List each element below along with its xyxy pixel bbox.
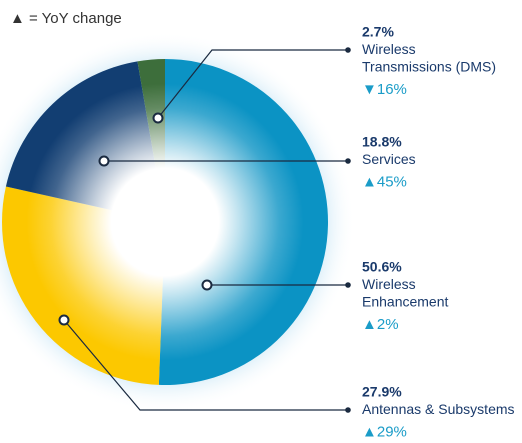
slice-label: Enhancement: [362, 294, 449, 310]
dot: [345, 407, 351, 413]
dot: [98, 155, 110, 167]
change-label: ▼16%: [362, 81, 407, 98]
slice-label: Wireless: [362, 276, 416, 292]
change-label: ▲29%: [362, 423, 407, 440]
value-label: 2.7%: [362, 24, 394, 40]
slice-label: Wireless: [362, 41, 416, 57]
dot: [152, 112, 164, 124]
change-label: ▲2%: [362, 316, 399, 333]
value-label: 50.6%: [362, 259, 402, 275]
slice-label: Antennas & Subsystems: [362, 401, 515, 417]
note: ▲ = YoY change: [10, 10, 122, 27]
dot: [345, 158, 351, 164]
leader: [63, 319, 348, 411]
donut-hole: [2, 59, 328, 385]
leader: [157, 49, 348, 119]
value-label: 18.8%: [362, 134, 402, 150]
leaders: [58, 47, 351, 413]
change-label: ▲45%: [362, 173, 407, 190]
dot: [345, 47, 351, 53]
dot: [201, 279, 213, 291]
dot: [58, 314, 70, 326]
dot: [345, 282, 351, 288]
slice-label: Transmissions (DMS): [362, 59, 496, 75]
value-label: 27.9%: [362, 384, 402, 400]
slice-label: Services: [362, 151, 416, 167]
